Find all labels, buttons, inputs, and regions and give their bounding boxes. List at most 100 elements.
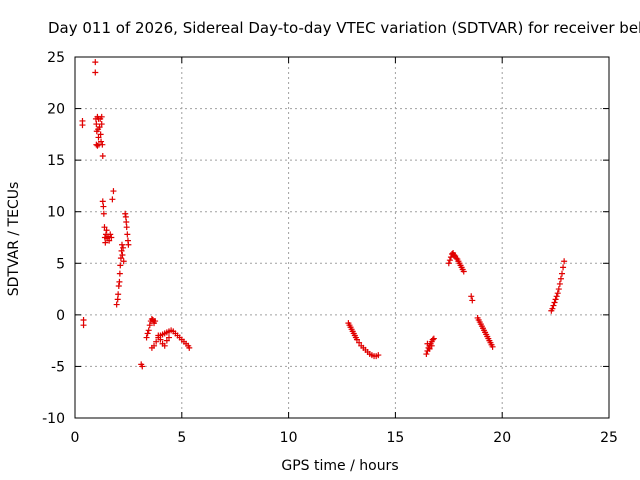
data-point: [79, 122, 86, 129]
chart-title: Day 011 of 2026, Sidereal Day-to-day VTE…: [48, 19, 640, 37]
x-axis-label: GPS time / hours: [281, 458, 398, 474]
data-point: [99, 153, 106, 160]
x-tick-label: 15: [386, 430, 404, 446]
x-tick-label: 20: [493, 430, 511, 446]
grid-lines: [75, 57, 609, 418]
data-point: [99, 141, 106, 148]
data-point: [445, 260, 452, 267]
data-point: [108, 234, 115, 241]
axis-ticks: 0 5 10 15 20 25 -10 -5 0 5 10 15 20 25: [42, 50, 618, 446]
data-point: [447, 254, 454, 261]
data-point: [556, 280, 563, 287]
data-point: [145, 327, 152, 334]
data-point: [125, 241, 132, 248]
data-point: [107, 231, 114, 238]
data-point: [101, 224, 108, 231]
data-point: [106, 237, 113, 244]
data-point: [115, 291, 122, 298]
data-point: [554, 290, 561, 297]
data-point: [100, 210, 107, 217]
data-point: [114, 296, 121, 303]
data-point: [559, 270, 566, 277]
data-point: [453, 255, 460, 262]
data-point: [560, 264, 567, 271]
data-point: [116, 278, 123, 285]
data-point: [122, 210, 129, 217]
y-tick-label: 0: [56, 308, 65, 324]
data-point: [97, 131, 104, 138]
data-point: [446, 257, 453, 264]
data-point: [103, 227, 110, 234]
data-point: [98, 138, 105, 145]
data-point: [155, 332, 162, 339]
data-point: [549, 305, 556, 312]
y-tick-label: 20: [47, 102, 65, 118]
data-point: [144, 330, 151, 337]
y-tick-label: 15: [47, 153, 65, 169]
y-tick-label: -10: [42, 411, 65, 427]
y-tick-label: 5: [56, 256, 65, 272]
data-point: [113, 301, 120, 308]
data-point: [102, 239, 109, 246]
data-point: [375, 352, 382, 359]
data-point: [165, 334, 172, 341]
data-point: [109, 196, 116, 203]
x-tick-label: 5: [177, 430, 186, 446]
data-point: [186, 344, 193, 351]
data-point: [99, 198, 106, 205]
data-point: [151, 342, 158, 349]
data-point: [95, 134, 102, 141]
y-tick-label: -5: [51, 359, 65, 375]
data-point: [469, 297, 476, 304]
data-point: [555, 286, 562, 293]
x-tick-label: 0: [71, 430, 80, 446]
data-point: [120, 258, 127, 265]
data-point: [117, 262, 124, 269]
data-point: [80, 317, 87, 324]
data-point: [100, 203, 107, 210]
data-point: [94, 142, 101, 149]
data-point: [122, 213, 129, 220]
data-point: [163, 337, 170, 344]
data-point: [557, 275, 564, 282]
data-point: [561, 258, 568, 265]
data-point: [98, 121, 105, 128]
x-tick-label: 10: [280, 430, 298, 446]
plot-frame: [74, 56, 610, 419]
data-point: [468, 293, 475, 300]
data-point: [118, 241, 125, 248]
data-point: [120, 244, 127, 251]
data-point: [424, 340, 431, 347]
data-point: [551, 299, 558, 306]
data-point: [139, 363, 146, 370]
data-point: [423, 351, 430, 358]
data-point: [426, 345, 433, 352]
data-point: [123, 224, 130, 231]
data-point: [93, 121, 100, 128]
data-point: [552, 296, 559, 303]
data-point: [124, 231, 131, 238]
data-point: [123, 219, 130, 226]
data-point: [429, 336, 436, 343]
data-point: [117, 255, 124, 262]
data-point: [550, 302, 557, 309]
data-point: [157, 336, 164, 343]
data-point: [92, 69, 99, 76]
y-tick-label: 25: [47, 50, 65, 66]
data-point: [161, 342, 168, 349]
data-point: [353, 336, 360, 343]
data-point: [116, 270, 123, 277]
data-point: [115, 282, 122, 289]
data-point: [98, 113, 105, 120]
data-point: [152, 318, 159, 325]
data-point: [118, 247, 125, 254]
data-points: [79, 59, 568, 370]
data-point: [356, 339, 363, 346]
y-axis-label: SDTVAR / TECUs: [6, 182, 22, 297]
data-point: [430, 335, 437, 342]
data-point: [119, 252, 126, 259]
data-point: [143, 334, 150, 341]
data-point: [80, 322, 87, 329]
data-point: [451, 252, 458, 259]
